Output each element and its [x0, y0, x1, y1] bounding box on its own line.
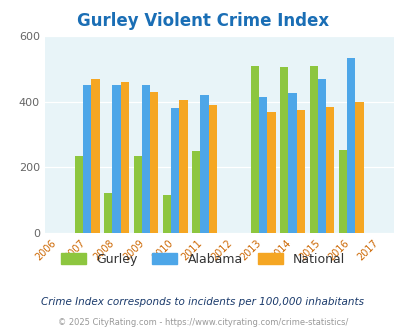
Bar [179, 100, 187, 233]
Bar [91, 80, 99, 233]
Bar [120, 82, 128, 233]
Bar [149, 92, 158, 233]
Bar [162, 195, 171, 233]
Bar [104, 193, 112, 233]
Bar [279, 67, 288, 233]
Bar [83, 85, 91, 233]
Bar [192, 151, 200, 233]
Bar [354, 102, 363, 233]
Bar [112, 85, 120, 233]
Bar [296, 110, 304, 233]
Bar [325, 107, 333, 233]
Bar [171, 108, 179, 233]
Bar [141, 85, 149, 233]
Bar [288, 93, 296, 233]
Legend: Gurley, Alabama, National: Gurley, Alabama, National [61, 253, 344, 266]
Bar [250, 66, 258, 233]
Bar [317, 79, 325, 233]
Bar [267, 112, 275, 233]
Text: Gurley Violent Crime Index: Gurley Violent Crime Index [77, 13, 328, 30]
Bar [75, 156, 83, 233]
Bar [258, 97, 267, 233]
Bar [338, 150, 346, 233]
Bar [200, 95, 208, 233]
Bar [346, 57, 354, 233]
Text: Crime Index corresponds to incidents per 100,000 inhabitants: Crime Index corresponds to incidents per… [41, 297, 364, 307]
Text: © 2025 CityRating.com - https://www.cityrating.com/crime-statistics/: © 2025 CityRating.com - https://www.city… [58, 318, 347, 327]
Bar [208, 105, 216, 233]
Bar [133, 156, 141, 233]
Bar [309, 66, 317, 233]
